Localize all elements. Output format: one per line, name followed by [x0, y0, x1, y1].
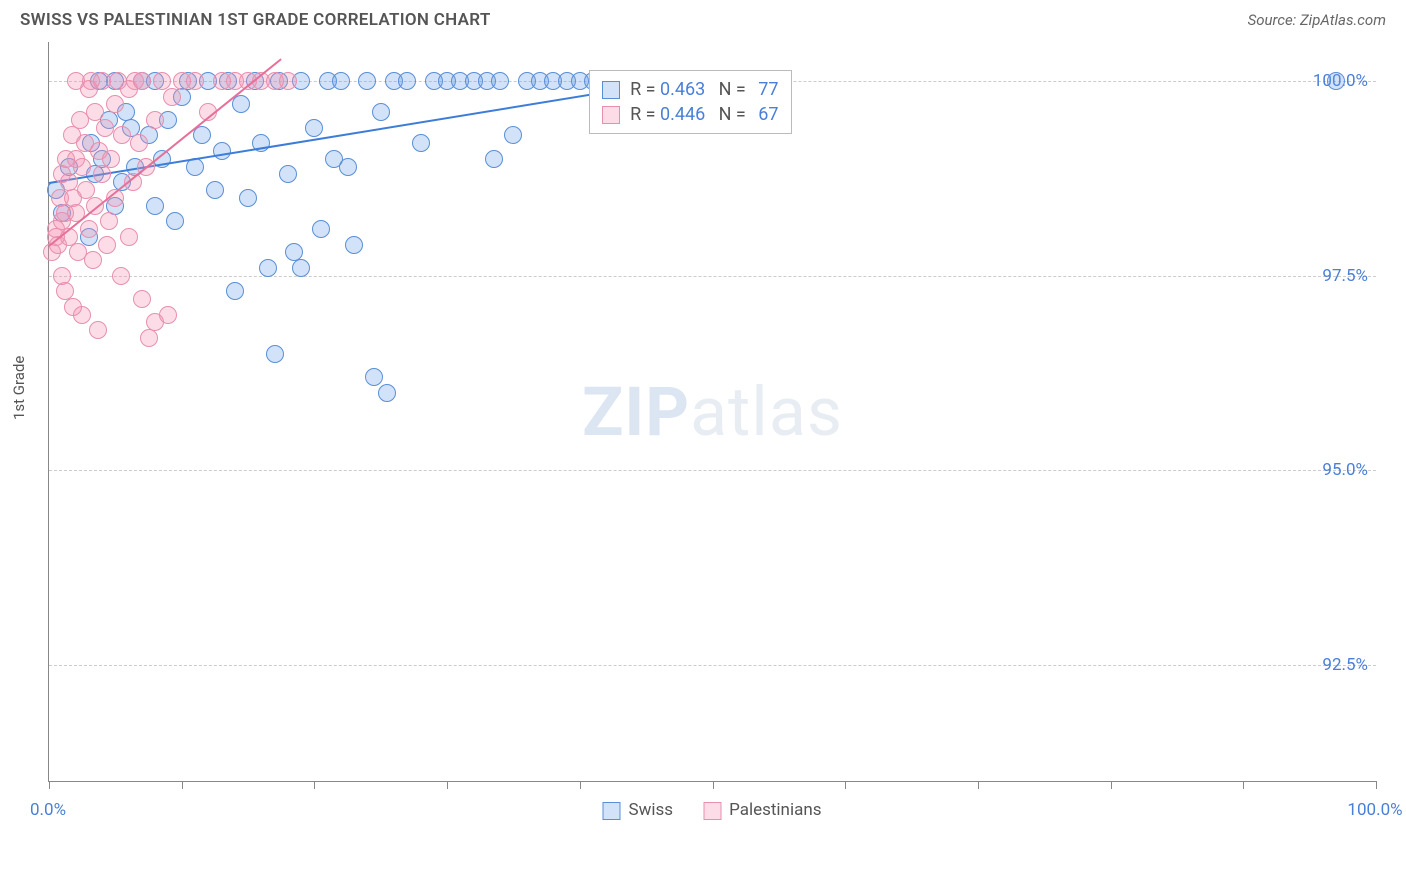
- x-tick: [845, 781, 846, 789]
- legend-swatch: [703, 802, 721, 820]
- data-point: [130, 134, 148, 152]
- watermark: ZIPatlas: [582, 372, 843, 452]
- data-point: [339, 158, 357, 176]
- data-point: [259, 259, 277, 277]
- x-tick: [713, 781, 714, 789]
- data-point: [206, 181, 224, 199]
- x-tick: [978, 781, 979, 789]
- legend-item: Swiss: [603, 800, 674, 820]
- x-tick: [1243, 781, 1244, 789]
- data-point: [358, 72, 376, 90]
- data-point: [312, 220, 330, 238]
- chart-header: SWISS VS PALESTINIAN 1ST GRADE CORRELATI…: [0, 0, 1406, 38]
- data-point: [80, 220, 98, 238]
- legend-item: Palestinians: [703, 800, 821, 820]
- data-point: [365, 368, 383, 386]
- data-point: [485, 150, 503, 168]
- x-tick: [580, 781, 581, 789]
- chart-title: SWISS VS PALESTINIAN 1ST GRADE CORRELATI…: [20, 10, 491, 30]
- data-point: [133, 290, 151, 308]
- data-point: [146, 111, 164, 129]
- data-point: [239, 189, 257, 207]
- y-tick-label: 92.5%: [1322, 655, 1368, 675]
- legend-swatch: [602, 106, 620, 124]
- legend-label: Swiss: [629, 800, 674, 820]
- x-tick: [447, 781, 448, 789]
- plot-area: ZIPatlas 92.5%95.0%97.5%100.0%R = 0.463 …: [48, 42, 1376, 782]
- data-point: [504, 126, 522, 144]
- data-point: [292, 259, 310, 277]
- data-point: [213, 142, 231, 160]
- data-point: [398, 72, 416, 90]
- bottom-legend: Swiss Palestinians: [603, 800, 822, 820]
- data-point: [232, 95, 250, 113]
- legend-swatch: [602, 81, 620, 99]
- data-point: [186, 72, 204, 90]
- legend-swatch: [603, 802, 621, 820]
- x-tick: [1376, 781, 1377, 789]
- legend-label: Palestinians: [729, 800, 821, 820]
- grid-line: [49, 470, 1376, 471]
- data-point: [378, 384, 396, 402]
- y-tick-label: 95.0%: [1322, 460, 1368, 480]
- x-tick-label: 100.0%: [1347, 800, 1402, 820]
- stats-legend-row: R = 0.446 N = 67: [602, 102, 778, 127]
- data-point: [84, 251, 102, 269]
- x-axis-labels: 0.0%100.0%SwissPalestinians: [48, 794, 1376, 830]
- data-point: [163, 88, 181, 106]
- grid-line: [49, 665, 1376, 666]
- data-point: [305, 119, 323, 137]
- data-point: [491, 72, 509, 90]
- chart-source: Source: ZipAtlas.com: [1248, 11, 1386, 29]
- grid-line: [49, 276, 1376, 277]
- y-axis-label: 1st Grade: [10, 356, 28, 420]
- x-tick: [182, 781, 183, 789]
- data-point: [73, 158, 91, 176]
- data-point: [226, 282, 244, 300]
- x-tick: [1111, 781, 1112, 789]
- data-point: [345, 236, 363, 254]
- y-tick-label: 97.5%: [1322, 266, 1368, 286]
- data-point: [1327, 72, 1345, 90]
- data-point: [89, 321, 107, 339]
- data-point: [332, 72, 350, 90]
- data-point: [100, 212, 118, 230]
- data-point: [112, 267, 130, 285]
- stats-legend: R = 0.463 N = 77 R = 0.446 N = 67: [589, 70, 791, 134]
- data-point: [266, 345, 284, 363]
- data-point: [412, 134, 430, 152]
- data-point: [113, 126, 131, 144]
- stats-text: R = 0.463 N = 77: [630, 79, 778, 100]
- data-point: [106, 95, 124, 113]
- x-tick: [49, 781, 50, 789]
- data-point: [96, 119, 114, 137]
- data-point: [93, 165, 111, 183]
- data-point: [120, 228, 138, 246]
- data-point: [102, 150, 120, 168]
- x-tick: [314, 781, 315, 789]
- chart-area: ZIPatlas 92.5%95.0%97.5%100.0%R = 0.463 …: [48, 42, 1376, 830]
- data-point: [146, 197, 164, 215]
- data-point: [140, 329, 158, 347]
- stats-legend-row: R = 0.463 N = 77: [602, 77, 778, 102]
- data-point: [166, 212, 184, 230]
- data-point: [159, 306, 177, 324]
- data-point: [372, 103, 390, 121]
- data-point: [73, 306, 91, 324]
- data-point: [98, 236, 116, 254]
- data-point: [279, 165, 297, 183]
- data-point: [133, 72, 151, 90]
- x-tick-label: 0.0%: [30, 800, 66, 820]
- stats-text: R = 0.446 N = 67: [630, 104, 778, 125]
- data-point: [279, 72, 297, 90]
